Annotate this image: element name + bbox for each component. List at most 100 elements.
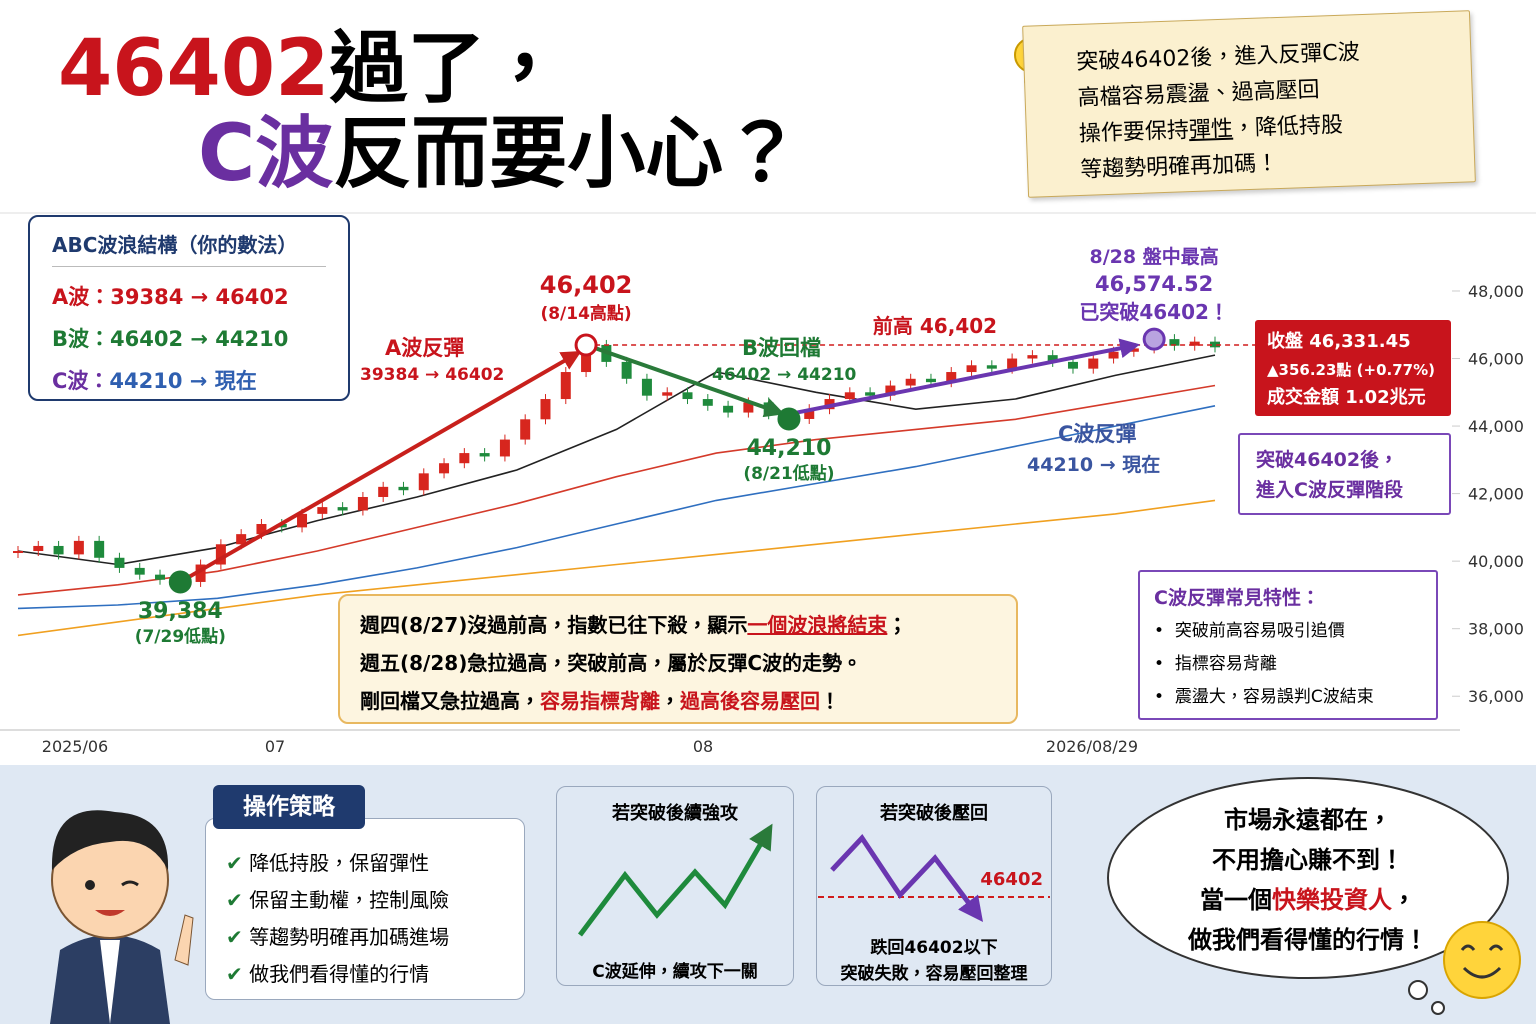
candle (195, 564, 206, 582)
candle (297, 513, 308, 528)
candle (885, 385, 896, 396)
candle (236, 534, 247, 545)
wave-label: A波： (52, 285, 111, 309)
candle (865, 392, 876, 396)
candle (357, 496, 368, 511)
trait-item: • 突破前高容易吸引追價 (1154, 621, 1345, 641)
cloud-line: 當一個快樂投資人， (1130, 880, 1486, 920)
note-text: ， (660, 689, 680, 713)
price-turnover: 成交金額 1.02兆元 (1267, 387, 1426, 408)
wave-a-name: A波反彈 (385, 336, 465, 360)
wave-b-arrow (585, 343, 785, 418)
candle (723, 405, 734, 413)
trait-item: • 震盪大，容易誤判C波結束 (1154, 687, 1374, 707)
wave-b-name: B波回檔 (742, 336, 822, 360)
candle (114, 557, 125, 568)
note-text: ！ (820, 689, 840, 713)
strategy-text: 做我們看得懂的行情 (249, 962, 430, 986)
breakout-box: 突破46402後， 進入C波反彈階段 (1238, 433, 1451, 515)
strategy-item: ✔ 等趨勢明確再加碼進場 (226, 925, 450, 949)
candle (966, 365, 977, 373)
wave-b-range: 46402 → 44210 (712, 365, 857, 385)
candle (1027, 355, 1038, 359)
key-point-label: 44,210 (746, 436, 831, 461)
traits-box: C波反彈常見特性： • 突破前高容易吸引追價 • 指標容易背離 • 震盪大，容易… (1138, 570, 1438, 720)
price-close: 收盤 46,331.45 (1267, 331, 1411, 352)
candle (1007, 358, 1018, 369)
candle (459, 453, 470, 464)
prev-high-label: 前高 46,402 (873, 314, 997, 338)
note-text: 週四(8/27)沒過前高，指數已往下殺，顯示 (360, 613, 748, 637)
traits-title: C波反彈常見特性： (1154, 587, 1320, 609)
trait-text: 震盪大，容易誤判C波結束 (1174, 687, 1374, 707)
y-tick-label: 42,000 (1468, 485, 1524, 504)
candle (33, 545, 44, 552)
y-tick-label: 36,000 (1468, 687, 1524, 706)
panel-title: 若突破後續強攻 (612, 803, 738, 824)
candle (540, 399, 551, 420)
strategy-text: 保留主動權，控制風險 (249, 888, 450, 912)
panel-caption: C波延伸，續攻下一關 (592, 962, 758, 982)
trait-text: 突破前高容易吸引追價 (1174, 621, 1345, 641)
cloud-line: 市場永遠都在， (1224, 806, 1392, 834)
wave-c-range: 44210 → 現在 (1027, 454, 1161, 476)
candle (1047, 355, 1058, 362)
key-point-label: 39,384 (138, 599, 223, 624)
cloud-line: 不用擔心賺不到！ (1212, 846, 1404, 874)
panel-caption: 跌回46402以下 (870, 938, 998, 958)
strategy-text: 降低持股，保留彈性 (249, 851, 430, 875)
wave-row: A波：39384 → 46402 (52, 281, 326, 311)
key-point-note: (8/14高點) (540, 303, 631, 324)
candle (499, 439, 510, 457)
candle (398, 486, 409, 491)
key-point-note: (7/29低點) (135, 626, 226, 647)
candle (1108, 351, 1119, 359)
title-text: 過了， (329, 24, 564, 114)
panel-down: 若突破後壓回 46402 跌回46402以下 突破失敗，容易壓回整理 (816, 786, 1052, 986)
wave-label: C波： (52, 369, 110, 393)
candle (378, 486, 389, 497)
candle (925, 378, 936, 383)
key-point (168, 570, 192, 594)
title-number: 46402 (58, 24, 330, 114)
note-highlight: 一個波浪將結束 (747, 613, 888, 637)
panel-up: 若突破後續強攻 C波延伸，續攻下一關 (556, 786, 794, 986)
note-text: ； (887, 613, 908, 637)
wave-box-title: ABC波浪結構（你的數法） (52, 229, 326, 267)
candle (986, 365, 997, 369)
trait-text: 指標容易背離 (1174, 654, 1277, 674)
title-text: 反而要小心？ (333, 109, 802, 199)
key-point (777, 407, 801, 431)
x-tick-label: 08 (693, 737, 713, 756)
candle (13, 551, 23, 554)
title-line1: 46402過了， (58, 30, 563, 108)
candle (560, 372, 571, 400)
strategy-title: 操作策略 (213, 785, 365, 829)
wave-label: B波： (52, 327, 111, 351)
candle (804, 409, 815, 419)
candle (53, 545, 64, 555)
candle (743, 402, 754, 413)
key-point-label: 46,574.52 (1095, 272, 1213, 296)
note-line: 剛回檔又急拉過高，容易指標背離，過高後容易壓回！ (360, 682, 996, 720)
candle (73, 540, 84, 555)
candle (946, 372, 957, 383)
candle (1169, 339, 1180, 346)
cloud-highlight: 快樂投資人 (1272, 886, 1392, 914)
panel-level: 46402 (980, 869, 1043, 890)
character (50, 810, 194, 1024)
candle (1189, 341, 1200, 346)
wave-text: 39384 → 46402 (110, 285, 289, 309)
key-point (574, 333, 598, 357)
key-point-note: (8/21低點) (743, 463, 834, 484)
note-highlight: 容易指標背離 (540, 689, 660, 713)
strategy-item: ✔ 做我們看得懂的行情 (226, 962, 430, 986)
panel-title: 若突破後壓回 (880, 803, 988, 824)
wave-c-arrow (794, 338, 1141, 415)
candle (1210, 341, 1220, 348)
candle (94, 540, 105, 558)
candle (134, 567, 145, 575)
candle (439, 463, 450, 474)
